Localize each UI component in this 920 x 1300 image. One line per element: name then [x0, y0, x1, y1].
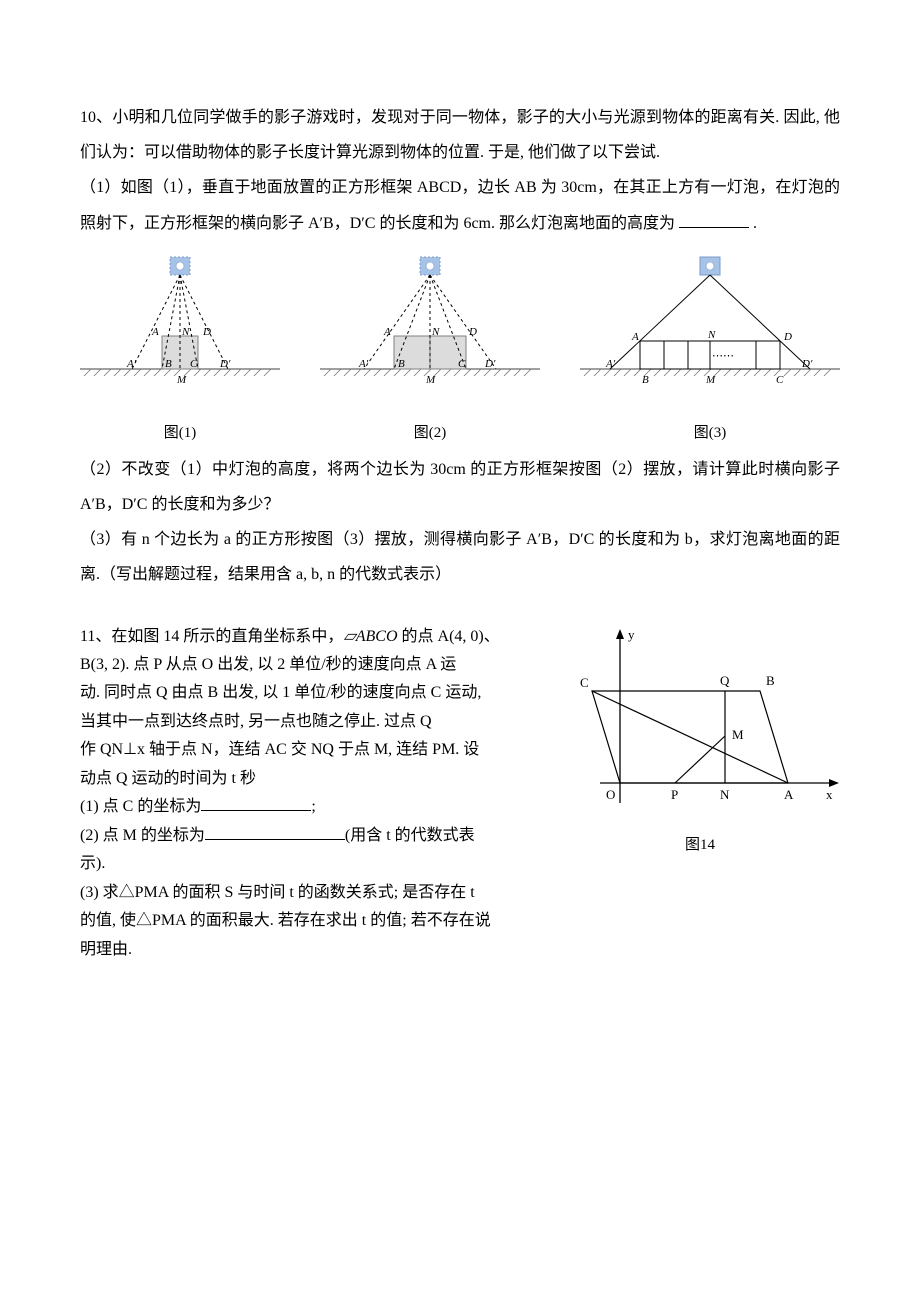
- q11-line-c: 当其中一点到达终点时, 另一点也随之停止. 过点 Q: [80, 708, 548, 736]
- page-root: 10、小明和几位同学做手的影子游戏时，发现对于同一物体，影子的大小与光源到物体的…: [0, 0, 920, 1024]
- svg-text:A′: A′: [605, 358, 616, 370]
- q10-intro: 10、小明和几位同学做手的影子游戏时，发现对于同一物体，影子的大小与光源到物体的…: [80, 100, 840, 170]
- q10-part2: （2）不改变（1）中灯泡的高度，将两个边长为 30cm 的正方形框架按图（2）摆…: [80, 452, 840, 522]
- q11-line-a: B(3, 2). 点 P 从点 O 出发, 以 2 单位/秒的速度向点 A 运: [80, 651, 548, 679]
- q11-p2-blank: [205, 823, 345, 840]
- svg-text:M: M: [425, 374, 436, 386]
- q11-p3a: (3) 求△PMA 的面积 S 与时间 t 的函数关系式; 是否存在 t: [80, 879, 548, 907]
- svg-text:B: B: [766, 673, 775, 688]
- q10-number: 10、: [80, 109, 112, 126]
- q11-text-col: 11、在如图 14 所示的直角坐标系中，▱ABCO 的点 A(4, 0)、 B(…: [80, 623, 548, 965]
- q11-line-b: 动. 同时点 Q 由点 B 出发, 以 1 单位/秒的速度向点 C 运动,: [80, 679, 548, 707]
- svg-text:B: B: [642, 374, 649, 386]
- svg-text:P: P: [671, 787, 678, 802]
- q11-p3c: 明理由.: [80, 936, 548, 964]
- svg-text:O: O: [606, 787, 615, 802]
- q10-figures-row: AND A′BCD′ M 图(1): [80, 251, 840, 448]
- svg-text:A: A: [784, 787, 794, 802]
- svg-text:M: M: [732, 727, 744, 742]
- svg-text:A′: A′: [358, 358, 369, 370]
- q10-part1-label: （1）: [80, 179, 121, 196]
- q10-fig1-caption: 图(1): [80, 418, 280, 448]
- svg-text:D: D: [783, 331, 792, 343]
- q11-fig-svg: y x O P N A C Q B M: [560, 623, 840, 823]
- svg-text:D′: D′: [219, 358, 231, 370]
- q10-part1: （1）如图（1），垂直于地面放置的正方形框架 ABCD，边长 AB 为 30cm…: [80, 170, 840, 240]
- svg-text:⋯⋯: ⋯⋯: [712, 350, 734, 362]
- q10-part1-trail: .: [749, 215, 757, 232]
- q11-p2-trail: (用含 t 的代数式表: [345, 827, 475, 844]
- q11-line-e: 动点 Q 运动的时间为 t 秒: [80, 765, 548, 793]
- svg-text:A′: A′: [126, 358, 137, 370]
- svg-text:B: B: [165, 358, 172, 370]
- svg-text:y: y: [628, 627, 635, 642]
- q11-line0: 11、在如图 14 所示的直角坐标系中，▱ABCO 的点 A(4, 0)、: [80, 623, 548, 651]
- svg-text:Q: Q: [720, 673, 730, 688]
- q10-fig2-svg: A N D A′ B C D′ M: [320, 251, 540, 411]
- svg-text:N: N: [181, 326, 190, 338]
- q10-fig3-wrap: ⋯⋯ A N D A′ B C D′ M 图(3): [580, 251, 840, 448]
- svg-text:A: A: [631, 331, 639, 343]
- svg-text:N: N: [431, 326, 440, 338]
- svg-text:B: B: [398, 358, 405, 370]
- q11-block: 11、在如图 14 所示的直角坐标系中，▱ABCO 的点 A(4, 0)、 B(…: [80, 623, 840, 965]
- q11-line0-text: 在如图 14 所示的直角坐标系中，▱ABCO 的点 A(4, 0)、: [111, 628, 499, 645]
- svg-text:M: M: [705, 374, 716, 386]
- q10-fig2-wrap: A N D A′ B C D′ M 图(2): [320, 251, 540, 448]
- q10-part3-text: 有 n 个边长为 a 的正方形按图（3）摆放，测得横向影子 A′B，D′C 的长…: [80, 531, 840, 583]
- q11-p3b: 的值, 使△PMA 的面积最大. 若存在求出 t 的值; 若不存在说: [80, 907, 548, 935]
- svg-text:N: N: [720, 787, 730, 802]
- svg-text:M: M: [176, 374, 187, 386]
- q11-fig-caption: 图14: [560, 830, 840, 860]
- svg-text:D′: D′: [484, 358, 496, 370]
- q10-part1-blank: [679, 211, 749, 228]
- q10-intro-text: 小明和几位同学做手的影子游戏时，发现对于同一物体，影子的大小与光源到物体的距离有…: [80, 109, 840, 161]
- svg-text:C: C: [776, 374, 784, 386]
- q11-p2-text: (2) 点 M 的坐标为: [80, 827, 205, 844]
- q10-fig1-svg: A ND A′ B C D′ M: [80, 251, 280, 411]
- svg-text:D′: D′: [801, 358, 813, 370]
- svg-text:D: D: [468, 326, 477, 338]
- svg-text:N: N: [707, 329, 716, 341]
- q11-p2: (2) 点 M 的坐标为 (用含 t 的代数式表: [80, 822, 548, 850]
- q11-p1: (1) 点 C 的坐标为;: [80, 793, 548, 821]
- svg-text:x: x: [826, 787, 833, 802]
- svg-text:A: A: [383, 326, 391, 338]
- q11-fig-wrap: y x O P N A C Q B M 图14: [560, 623, 840, 965]
- q10-part2-label: （2）: [80, 461, 121, 478]
- q10-fig3-svg: ⋯⋯ A N D A′ B C D′ M: [580, 251, 840, 411]
- svg-text:C: C: [458, 358, 466, 370]
- q10-part3: （3）有 n 个边长为 a 的正方形按图（3）摆放，测得横向影子 A′B，D′C…: [80, 522, 840, 592]
- q10-fig3-caption: 图(3): [580, 418, 840, 448]
- q11-p1-trail: ;: [311, 798, 315, 815]
- q11-p1-blank: [201, 794, 311, 811]
- q10-fig2-caption: 图(2): [320, 418, 540, 448]
- q10-part2-text: 不改变（1）中灯泡的高度，将两个边长为 30cm 的正方形框架按图（2）摆放，请…: [80, 461, 840, 513]
- q11-line-d: 作 QN⊥x 轴于点 N，连结 AC 交 NQ 于点 M, 连结 PM. 设: [80, 736, 548, 764]
- svg-text:A: A: [151, 326, 159, 338]
- q10-fig1-wrap: A ND A′ B C D′ M 图(1): [80, 251, 280, 448]
- svg-text:C: C: [580, 675, 589, 690]
- q10-part3-label: （3）: [80, 531, 121, 548]
- q11-p1-text: (1) 点 C 的坐标为: [80, 798, 201, 815]
- q11-number: 11、: [80, 628, 111, 645]
- svg-text:D: D: [202, 326, 211, 338]
- svg-text:C: C: [190, 358, 198, 370]
- q11-p2-cont: 示).: [80, 850, 548, 878]
